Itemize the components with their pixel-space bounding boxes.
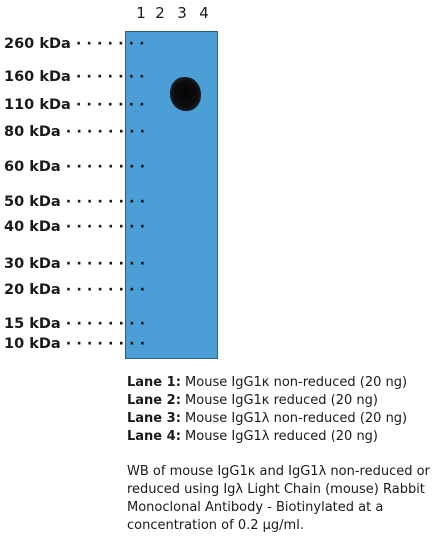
marker-160: 160 kDa · · · · · · · xyxy=(4,69,145,85)
lane-3-band xyxy=(170,77,201,111)
figure-caption: WB of mouse IgG1κ and IgG1λ non-reduced … xyxy=(127,464,430,533)
legend-lane-1: Lane 1: Mouse IgG1κ non-reduced (20 ng) xyxy=(127,375,408,390)
lane-label-3: 3 xyxy=(177,4,187,22)
lane-legend: Lane 1: Mouse IgG1κ non-reduced (20 ng) … xyxy=(127,374,407,446)
lane-label-1: 1 xyxy=(136,4,146,22)
marker-15: 15 kDa · · · · · · · · xyxy=(4,316,146,332)
marker-20: 20 kDa · · · · · · · · xyxy=(4,282,146,298)
legend-lane-2: Lane 2: Mouse IgG1κ reduced (20 ng) xyxy=(127,393,378,408)
lane-label-4: 4 xyxy=(199,4,209,22)
marker-260: 260 kDa · · · · · · · xyxy=(4,36,145,52)
marker-60: 60 kDa · · · · · · · · xyxy=(4,159,146,175)
marker-10: 10 kDa · · · · · · · · xyxy=(4,336,146,352)
marker-50: 50 kDa · · · · · · · · xyxy=(4,194,146,210)
western-blot-membrane xyxy=(125,31,218,359)
legend-lane-3: Lane 3: Mouse IgG1λ non-reduced (20 ng) xyxy=(127,411,408,426)
marker-80: 80 kDa · · · · · · · · xyxy=(4,124,146,140)
marker-40: 40 kDa · · · · · · · · xyxy=(4,219,146,235)
marker-30: 30 kDa · · · · · · · · xyxy=(4,256,146,272)
legend-lane-4: Lane 4: Mouse IgG1λ reduced (20 ng) xyxy=(127,429,379,444)
lane-label-2: 2 xyxy=(155,4,165,22)
marker-110: 110 kDa · · · · · · · xyxy=(4,97,145,113)
